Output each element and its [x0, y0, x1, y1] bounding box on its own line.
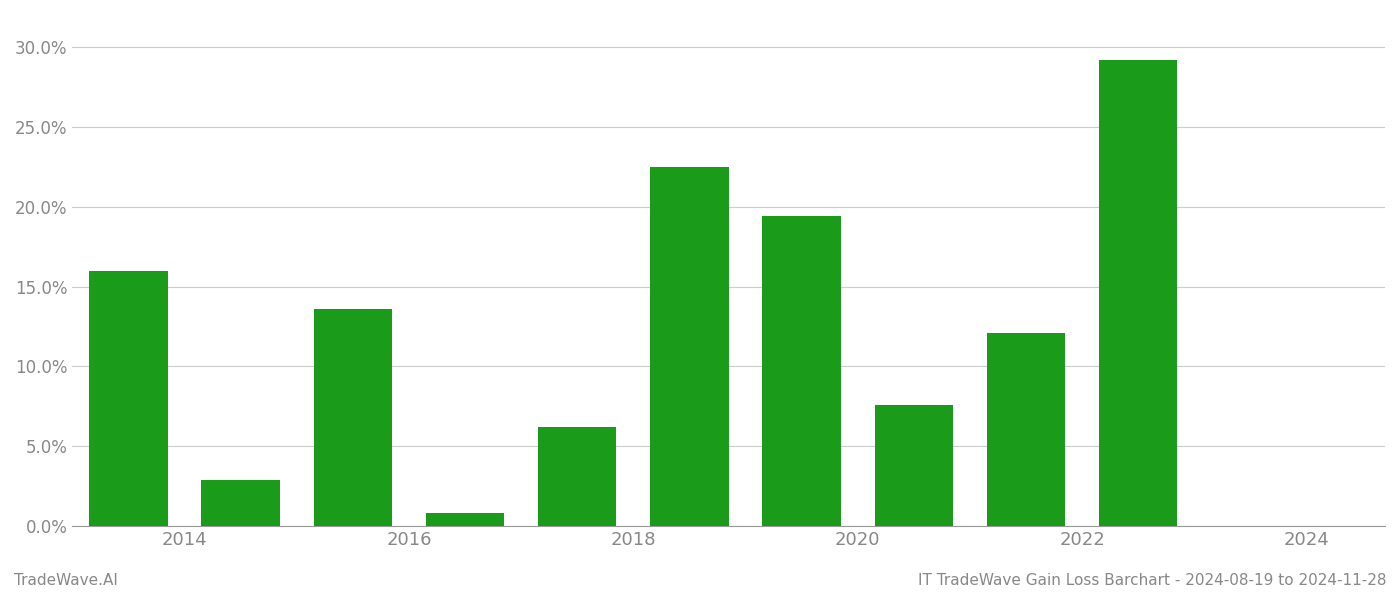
Bar: [987, 333, 1065, 526]
Bar: [426, 514, 504, 526]
Bar: [202, 480, 280, 526]
Bar: [314, 309, 392, 526]
Bar: [1099, 60, 1177, 526]
Text: TradeWave.AI: TradeWave.AI: [14, 573, 118, 588]
Bar: [650, 167, 728, 526]
Bar: [763, 216, 841, 526]
Bar: [90, 271, 168, 526]
Bar: [538, 427, 616, 526]
Text: IT TradeWave Gain Loss Barchart - 2024-08-19 to 2024-11-28: IT TradeWave Gain Loss Barchart - 2024-0…: [917, 573, 1386, 588]
Bar: [875, 405, 953, 526]
